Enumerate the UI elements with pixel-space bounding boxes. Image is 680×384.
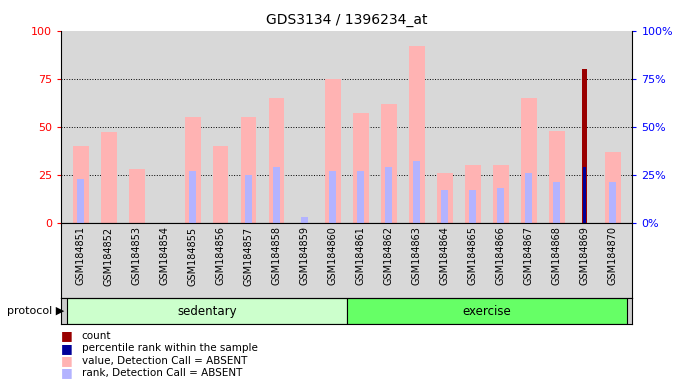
Bar [413, 161, 420, 223]
Text: sedentary: sedentary [177, 305, 237, 318]
Text: GSM184870: GSM184870 [608, 227, 618, 285]
Text: GSM184868: GSM184868 [551, 227, 562, 285]
Bar [213, 146, 228, 223]
Bar [465, 165, 481, 223]
Text: GSM184851: GSM184851 [75, 227, 86, 285]
Text: GSM184855: GSM184855 [188, 227, 198, 286]
Text: GSM184862: GSM184862 [384, 227, 394, 285]
Bar [554, 182, 560, 223]
Text: GSM184853: GSM184853 [132, 227, 142, 285]
Text: GSM184865: GSM184865 [468, 227, 478, 285]
Bar [409, 46, 424, 223]
Text: percentile rank within the sample: percentile rank within the sample [82, 343, 258, 353]
Bar [493, 165, 509, 223]
Bar [353, 113, 369, 223]
Bar [386, 167, 392, 223]
Bar [583, 167, 586, 223]
Bar [441, 190, 448, 223]
Bar [273, 167, 280, 223]
Text: GSM184864: GSM184864 [440, 227, 449, 285]
Text: ■: ■ [61, 366, 73, 379]
Text: count: count [82, 331, 111, 341]
Bar [325, 79, 341, 223]
Text: ■: ■ [61, 329, 73, 343]
Bar [73, 146, 88, 223]
Text: ■: ■ [61, 354, 73, 367]
Bar [549, 131, 564, 223]
Text: value, Detection Call = ABSENT: value, Detection Call = ABSENT [82, 356, 247, 366]
Text: GSM184857: GSM184857 [244, 227, 254, 286]
Bar [269, 98, 284, 223]
Text: GSM184852: GSM184852 [104, 227, 114, 286]
Text: protocol ▶: protocol ▶ [7, 306, 64, 316]
Bar [521, 98, 537, 223]
Text: GSM184854: GSM184854 [160, 227, 170, 285]
Text: GSM184869: GSM184869 [580, 227, 590, 285]
Bar [605, 152, 620, 223]
Bar [469, 190, 476, 223]
Text: GSM184859: GSM184859 [300, 227, 310, 285]
Bar [245, 175, 252, 223]
Text: rank, Detection Call = ABSENT: rank, Detection Call = ABSENT [82, 368, 242, 378]
Bar [525, 173, 532, 223]
Text: GSM184856: GSM184856 [216, 227, 226, 285]
Bar [101, 132, 116, 223]
Title: GDS3134 / 1396234_at: GDS3134 / 1396234_at [266, 13, 428, 27]
Bar [129, 169, 144, 223]
Text: GSM184860: GSM184860 [328, 227, 338, 285]
Text: GSM184867: GSM184867 [524, 227, 534, 285]
Bar [609, 182, 616, 223]
Bar [381, 104, 396, 223]
Bar [329, 171, 337, 223]
Text: GSM184861: GSM184861 [356, 227, 366, 285]
Bar [78, 179, 84, 223]
Bar [347, 298, 627, 324]
Text: ■: ■ [61, 342, 73, 355]
Bar [185, 117, 201, 223]
Bar [301, 217, 308, 223]
Text: GSM184858: GSM184858 [272, 227, 282, 285]
Text: GSM184863: GSM184863 [412, 227, 422, 285]
Bar [497, 188, 505, 223]
Bar [437, 173, 452, 223]
Bar [582, 69, 588, 223]
Bar [241, 117, 256, 223]
Bar [189, 171, 197, 223]
Text: exercise: exercise [462, 305, 511, 318]
Bar [357, 171, 364, 223]
Bar [67, 298, 347, 324]
Text: GSM184866: GSM184866 [496, 227, 506, 285]
